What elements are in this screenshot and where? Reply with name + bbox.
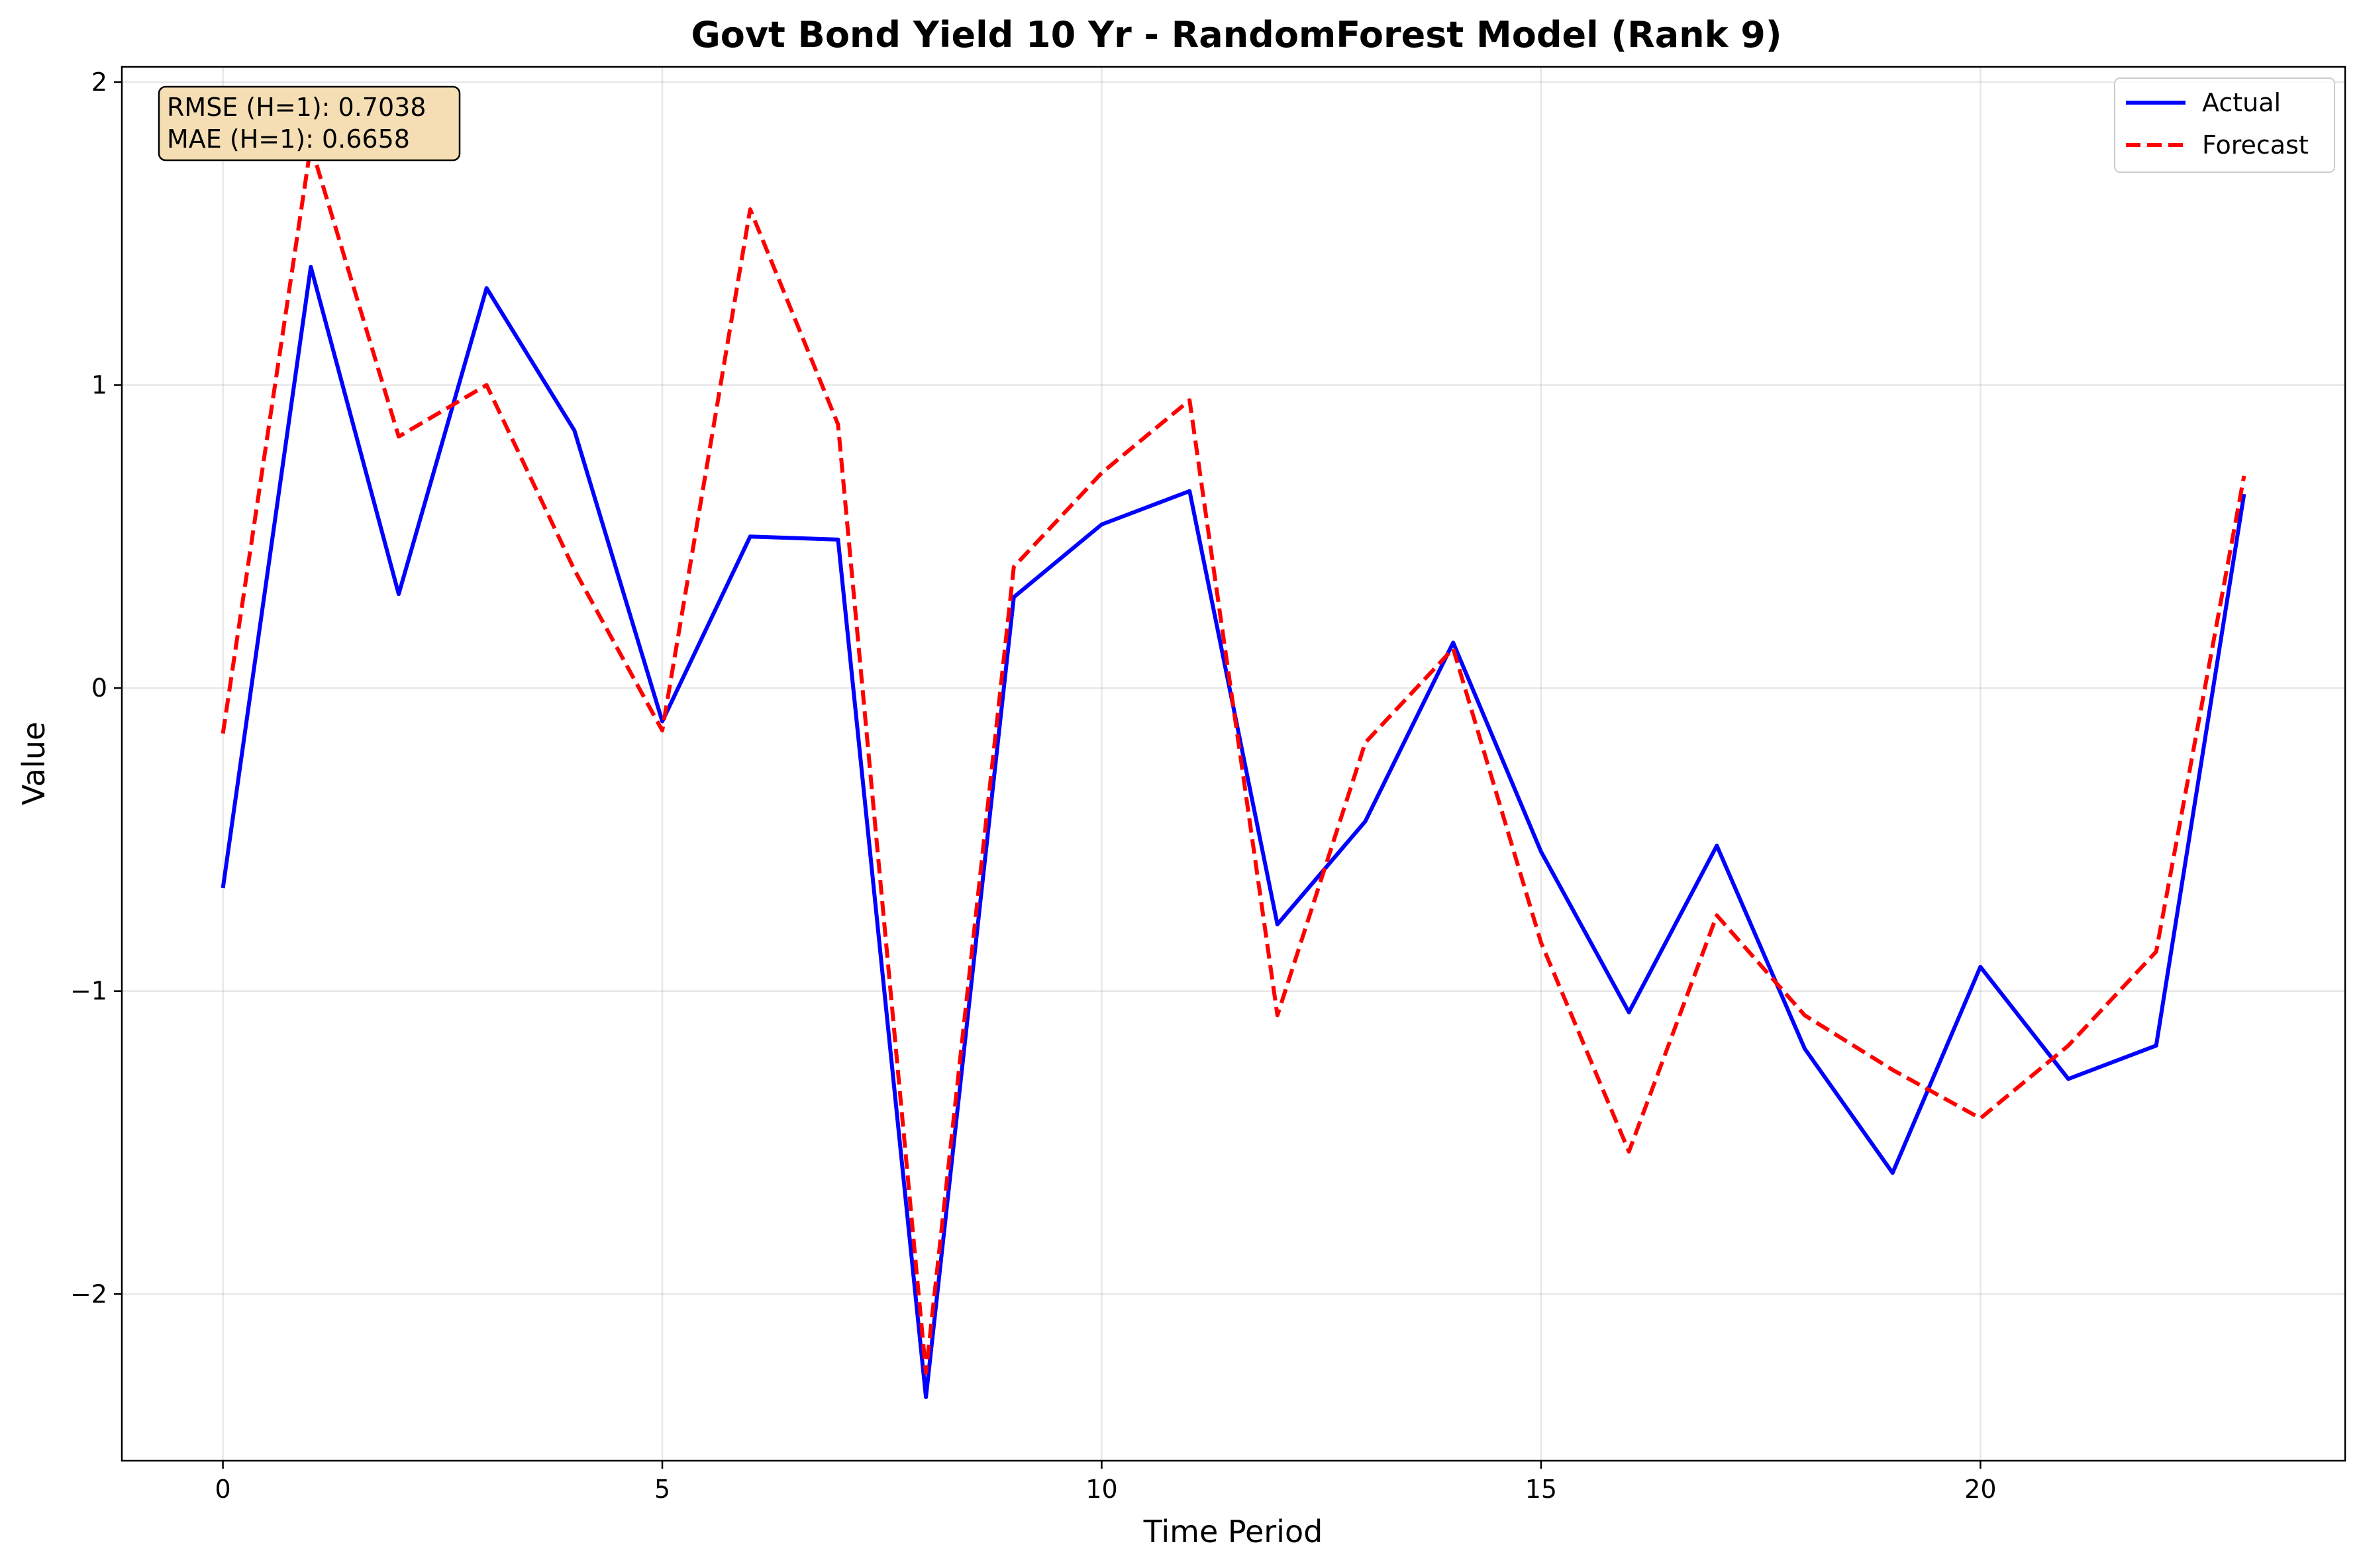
y-tick-label: 2 (91, 68, 107, 97)
metrics-annotation: RMSE (H=1): 0.7038 MAE (H=1): 0.6658 (158, 85, 461, 162)
x-tick-label: 15 (1525, 1475, 1557, 1504)
x-tick-label: 20 (1964, 1475, 1996, 1504)
x-axis-label: Time Period (1143, 1514, 1323, 1549)
series-line-actual (221, 265, 2246, 1399)
rmse-text: RMSE (H=1): 0.7038 (167, 93, 427, 122)
grid (122, 67, 2345, 1461)
axis-ticks: 0 5 10 15 20 −2 −1 0 1 2 (70, 68, 1997, 1504)
plot-frame (121, 66, 2346, 1462)
legend-actual-label: Actual (2202, 88, 2281, 117)
y-tick-label: −1 (70, 977, 107, 1006)
metrics-box (158, 85, 461, 162)
legend: Actual Forecast (2114, 77, 2335, 173)
x-tick-label: 5 (654, 1475, 670, 1504)
y-tick-label: 0 (91, 673, 107, 703)
mae-text: MAE (H=1): 0.6658 (167, 124, 410, 154)
series-line-forecast (221, 144, 2246, 1375)
y-tick-label: −2 (70, 1279, 107, 1308)
x-tick-label: 10 (1085, 1475, 1117, 1504)
x-tick-label: 0 (215, 1475, 230, 1504)
series-group (221, 144, 2246, 1399)
y-tick-label: 1 (91, 370, 107, 399)
chart-title: Govt Bond Yield 10 Yr - RandomForest Mod… (691, 14, 1782, 56)
legend-forecast-label: Forecast (2202, 130, 2309, 160)
y-axis-label: Value (16, 722, 52, 805)
